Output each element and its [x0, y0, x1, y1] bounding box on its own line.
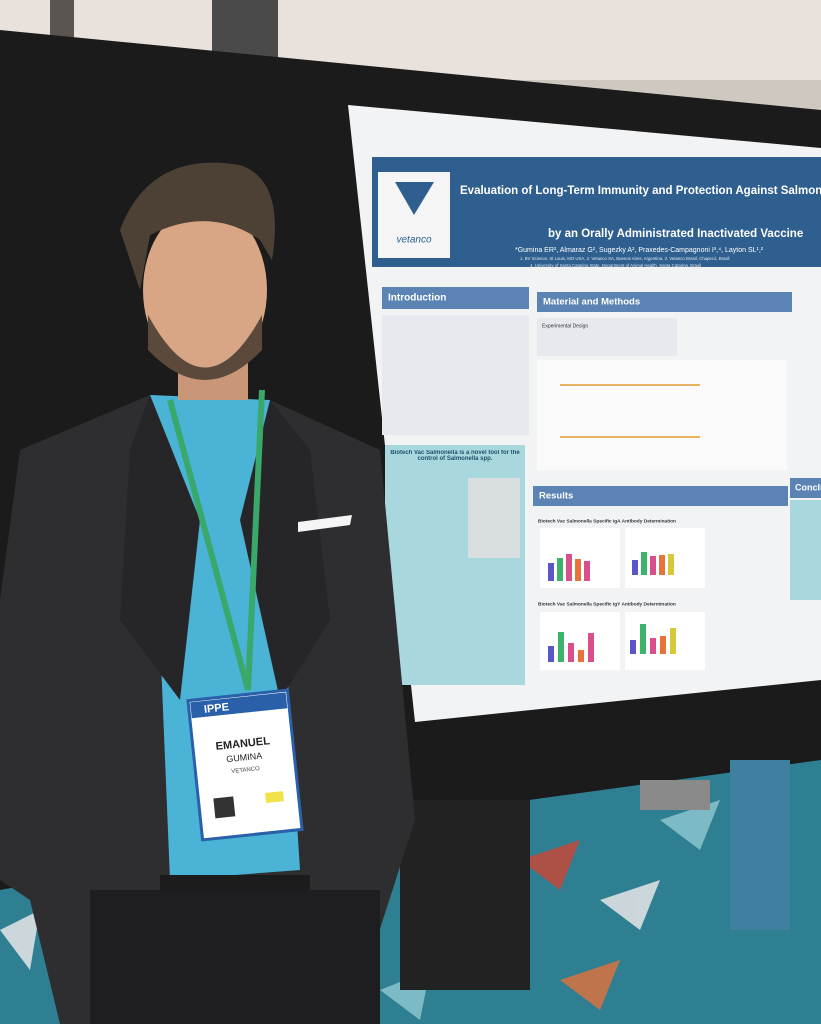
figure-bar — [668, 554, 674, 575]
badge-first-name: EMANUEL — [215, 735, 271, 753]
figure-title: Biotech Vac Salmonella Specific IgY Anti… — [538, 601, 676, 607]
design-diagram — [537, 360, 787, 470]
figure-bar — [641, 552, 647, 575]
logo-mark — [395, 182, 434, 215]
subhead: Experimental Design — [542, 323, 588, 329]
carpet-tile — [0, 910, 40, 970]
pocket-square — [298, 515, 352, 532]
section-title: Material and Methods — [543, 297, 640, 308]
logo-text: vetanco — [396, 235, 431, 246]
figure-bar — [558, 632, 564, 662]
badge-sticker — [265, 791, 284, 804]
trousers — [90, 890, 380, 1024]
figure-title: Biotech Vac Salmonella Specific IgA Anti… — [538, 518, 676, 524]
section-title: Introduction — [388, 293, 446, 304]
shoe — [640, 780, 710, 810]
figure-bar — [566, 554, 572, 581]
highlight-text: Biotech Vac Salmonella is a novel tool f… — [390, 450, 520, 462]
carpet-tile — [520, 840, 580, 890]
section-title: Conclu — [795, 482, 821, 492]
section-body — [382, 315, 529, 435]
poster-affiliation: 4. University of Santa Catarina State, D… — [530, 263, 701, 268]
figure-bar — [548, 563, 554, 581]
figure-bar — [632, 560, 638, 575]
figure-bar — [575, 559, 581, 581]
figure-bar — [548, 646, 554, 662]
lapel — [120, 395, 200, 700]
figure-bar — [584, 561, 590, 581]
poster-authors: *Gumina ER², Almaraz G², Sugezky A², Pra… — [515, 247, 764, 254]
badge-strip — [190, 692, 288, 719]
beard — [148, 315, 262, 380]
figure-bar — [650, 556, 656, 575]
badge-qr — [213, 796, 236, 819]
face — [143, 205, 267, 375]
section-header — [382, 287, 529, 309]
badge-event: IPPE — [203, 701, 229, 716]
figure-bar — [630, 640, 636, 654]
badge-company: VETANCO — [231, 766, 260, 775]
figure-bar — [640, 624, 646, 654]
figure-bar — [578, 650, 584, 662]
pillar — [50, 0, 74, 40]
person-legs — [730, 760, 790, 930]
badge: IPPE EMANUEL GUMINA VETANCO — [186, 688, 304, 842]
lanyard — [245, 389, 265, 691]
section-body — [790, 500, 821, 600]
figure-bar — [650, 638, 656, 654]
figure-bar — [557, 558, 563, 581]
product-photo — [468, 478, 520, 558]
hair — [120, 162, 275, 290]
section-header — [537, 292, 792, 312]
carpet-tile — [660, 800, 720, 850]
section-header — [533, 486, 788, 506]
figure-thumbnails — [540, 528, 705, 670]
section-body — [537, 318, 677, 356]
badge-last-name: GUMINA — [226, 751, 263, 765]
carpet-tile — [560, 960, 620, 1010]
figure-bar — [659, 555, 665, 575]
lapel — [240, 400, 330, 700]
highlight-wrap: Biotech Vac Salmonella is a novel tool f… — [390, 450, 520, 462]
figure-bar — [588, 633, 594, 662]
figure-bar — [568, 643, 574, 662]
figure-bar — [670, 628, 676, 654]
poster-title: by an Orally Administrated Inactivated V… — [548, 228, 803, 240]
poster-affiliation: 1. BV Science, St Louis, MO USA, 2. Veta… — [520, 256, 730, 261]
poster-title: Evaluation of Long-Term Immunity and Pro… — [460, 185, 821, 197]
section-header — [790, 478, 821, 498]
figure-bar — [660, 636, 666, 654]
lanyard — [167, 399, 251, 691]
person-legs — [400, 800, 530, 990]
section-title: Results — [539, 491, 573, 502]
carpet-tile — [600, 880, 660, 930]
